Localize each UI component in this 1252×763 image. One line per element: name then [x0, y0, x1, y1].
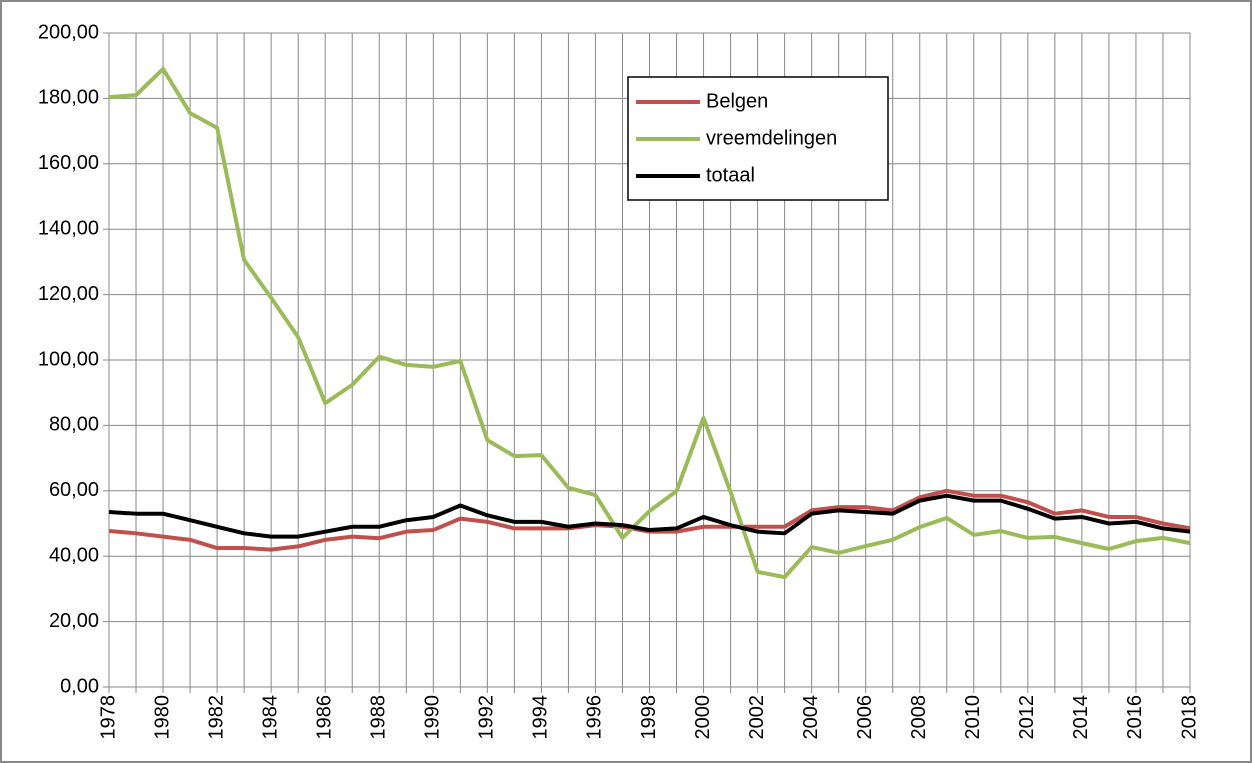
y-tick-label: 100,00: [38, 348, 99, 370]
x-tick-label: 1990: [422, 695, 444, 740]
y-tick-label: 180,00: [38, 87, 99, 109]
y-tick-label: 140,00: [38, 217, 99, 239]
y-tick-label: 160,00: [38, 152, 99, 174]
x-tick-label: 2000: [692, 695, 714, 740]
x-tick-label: 2012: [1016, 695, 1038, 740]
x-tick-label: 2018: [1178, 695, 1200, 740]
x-tick-label: 2016: [1124, 695, 1146, 740]
x-tick-label: 1984: [259, 695, 281, 740]
x-tick-label: 2010: [962, 695, 984, 740]
series-line: [108, 66, 1191, 580]
x-tick-label: 1980: [151, 695, 173, 740]
y-tick-label: 40,00: [49, 544, 99, 566]
x-tick-label: 1994: [530, 695, 552, 740]
x-tick-label: 2008: [908, 695, 930, 740]
x-tick-label: 1998: [638, 695, 660, 740]
x-tick-label: 2002: [746, 695, 768, 740]
y-tick-label: 0,00: [60, 675, 99, 697]
series-line: [108, 493, 1191, 539]
x-tick-label: 1996: [584, 695, 606, 740]
x-tick-label: 1978: [97, 695, 119, 740]
legend-label: totaal: [706, 164, 755, 186]
y-tick-label: 120,00: [38, 283, 99, 305]
x-tick-label: 1988: [368, 695, 390, 740]
x-tick-label: 1982: [205, 695, 227, 740]
y-tick-label: 200,00: [38, 21, 99, 43]
y-tick-label: 80,00: [49, 414, 99, 436]
y-tick-label: 20,00: [49, 610, 99, 632]
x-tick-label: 1992: [476, 695, 498, 740]
x-tick-label: 2004: [800, 695, 822, 740]
legend-label: Belgen: [706, 90, 768, 112]
legend-label: vreemdelingen: [706, 127, 837, 149]
x-tick-label: 2006: [854, 695, 876, 740]
y-tick-label: 60,00: [49, 479, 99, 501]
plot-border: [108, 32, 1191, 688]
x-tick-label: 2014: [1070, 695, 1092, 740]
x-tick-label: 1986: [313, 695, 335, 740]
